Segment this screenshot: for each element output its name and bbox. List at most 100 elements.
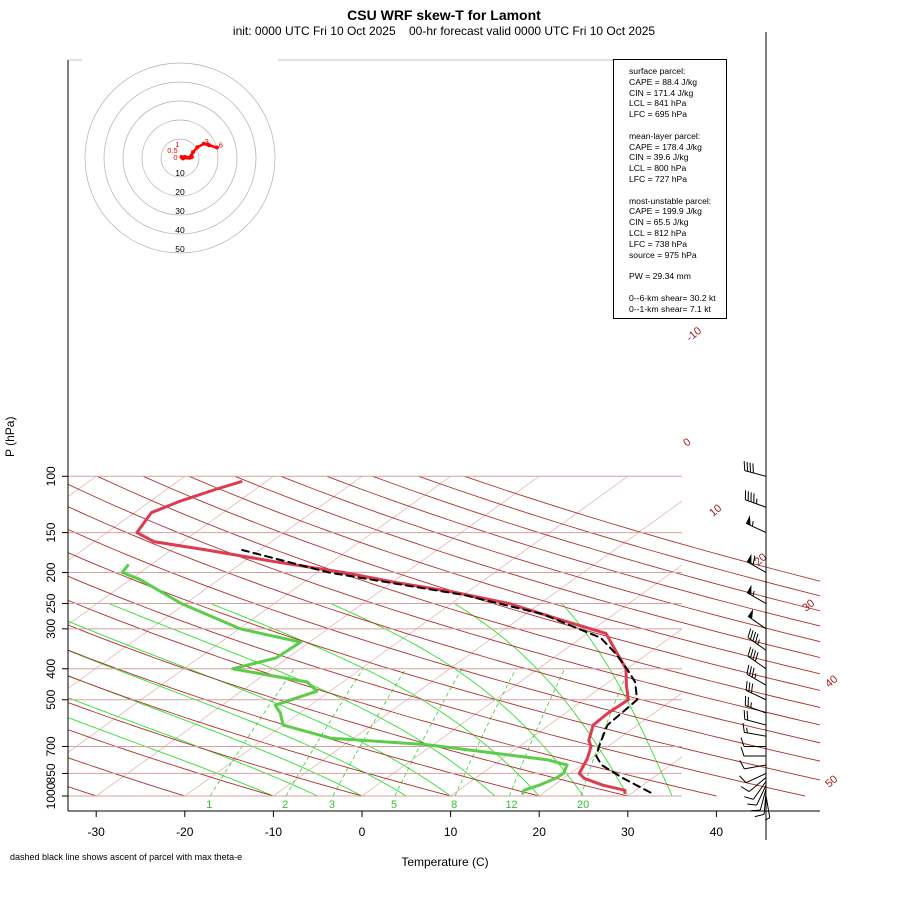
moist-adiabat-line <box>210 603 540 796</box>
dry-adiabat-line <box>68 483 820 726</box>
barb-feather <box>749 648 754 659</box>
parcel-ascent-line <box>241 549 652 794</box>
barb-shaft <box>744 731 767 737</box>
wind-barb <box>764 795 771 821</box>
hodograph-point <box>207 143 212 148</box>
chart-subtitle: init: 0000 UTC Fri 10 Oct 2025 00-hr for… <box>232 24 656 38</box>
mean-layer-cape: CAPE = 178.4 J/kg <box>629 141 702 152</box>
hodograph-point <box>190 150 195 155</box>
mixing-ratio-label: 8 <box>451 799 457 811</box>
dry-adiabat-line <box>372 475 820 612</box>
isotherm-line <box>68 475 363 689</box>
barb-shaft <box>745 772 767 784</box>
wind-barb <box>750 788 767 812</box>
barb-half-feather <box>751 521 754 527</box>
barb-feather <box>746 664 750 675</box>
wind-barb <box>744 695 767 714</box>
x-tick-label: 0 <box>359 825 366 839</box>
precipitable-water: PW = 29.34 mm <box>629 271 691 282</box>
moist-adiabat-line <box>68 620 451 796</box>
barb-shaft <box>745 522 767 534</box>
hodograph-ring-label: 30 <box>175 206 185 216</box>
y-tick-label: 400 <box>44 658 58 678</box>
wind-barb <box>747 646 767 670</box>
moist-adiabat-line <box>108 603 496 796</box>
hodograph: 10 20 30 40 50 00.51 3 6 <box>82 58 278 258</box>
wind-barb <box>754 792 767 818</box>
mean-layer-lcl: LCL = 800 hPa <box>629 163 687 174</box>
x-tick-label: 30 <box>621 825 635 839</box>
wind-barb <box>745 680 767 701</box>
hodograph-ring-label: 10 <box>175 168 185 178</box>
hodograph-ring-label: 20 <box>175 187 185 197</box>
moist-adiabat-line <box>68 675 363 796</box>
mixing-ratio-label: 12 <box>505 799 517 811</box>
surface-cape: CAPE = 88.4 J/kg <box>629 76 698 87</box>
moist-adiabat-line <box>68 649 407 796</box>
most-unstable-header: most-unstable parcel: <box>629 195 712 206</box>
hodograph-point <box>201 141 206 146</box>
moist-adiabat-line <box>68 717 274 796</box>
axes-layer: 1 2 3 5 8 12 20-100102030405010015020025030040… <box>44 59 840 839</box>
wind-barb <box>747 608 767 630</box>
dry-adiabat-line <box>234 475 820 659</box>
mixing-ratio-label: 5 <box>391 799 397 811</box>
barb-feather <box>751 667 755 678</box>
barb-shaft <box>759 788 767 811</box>
isotherm-line <box>450 628 682 796</box>
wind-barb <box>743 461 767 477</box>
wind-barb <box>739 760 767 770</box>
y-tick-label: 200 <box>44 562 58 582</box>
barb-half-feather <box>752 590 755 597</box>
x-axis-label: Temperature (C) <box>401 855 489 869</box>
isotherm-line <box>184 475 629 796</box>
x-tick-label: -30 <box>88 825 106 839</box>
barb-shaft <box>745 499 767 508</box>
wind-barb <box>747 628 767 651</box>
wind-barb <box>744 490 767 508</box>
moist-adiabat-line <box>68 697 318 796</box>
isotherm-label: 40 <box>823 673 840 690</box>
mixing-ratio-label: 3 <box>329 799 335 811</box>
mixing-ratio-line <box>285 668 364 796</box>
dry-adiabat-line <box>97 475 820 708</box>
wind-barb <box>744 781 767 800</box>
grid-layer <box>68 475 900 797</box>
isotherm-label: 30 <box>800 597 817 614</box>
barb-shaft <box>747 655 767 670</box>
barb-feather <box>749 666 752 676</box>
barb-shaft <box>746 673 767 686</box>
barb-feather <box>749 462 752 473</box>
isotherm-line <box>361 564 682 796</box>
barb-feather <box>752 631 757 642</box>
barb-half-feather <box>754 673 757 679</box>
hodograph-point <box>195 145 200 150</box>
wind-barb <box>740 777 767 793</box>
isotherm-label: -10 <box>684 325 704 344</box>
parcel-info-box: surface parcel: CAPE = 88.4 J/kg CIN = 1… <box>613 59 727 319</box>
wind-barb <box>742 722 767 737</box>
barb-feather <box>748 682 751 692</box>
hodograph-height-label: 6 <box>219 141 223 150</box>
barb-shaft <box>765 795 771 818</box>
wind-barb <box>740 737 766 747</box>
shear-0-1km: 0--1-km shear= 7.1 kt <box>629 303 711 314</box>
isotherm-label: 0 <box>681 436 693 449</box>
mixing-ratio-line <box>332 668 406 796</box>
barb-feather <box>744 796 754 800</box>
isotherm-line <box>68 475 451 753</box>
barb-shaft <box>748 777 767 792</box>
dry-adiabat-line <box>68 729 274 797</box>
barb-shaft <box>745 690 767 701</box>
wind-barb <box>743 709 767 726</box>
wind-barb <box>747 784 767 806</box>
chart-title: CSU WRF skew-T for Lamont <box>347 7 541 23</box>
wind-barb <box>739 772 767 784</box>
barb-feather <box>739 760 745 770</box>
hodograph-height-label: 1 <box>175 140 179 149</box>
wind-barb <box>746 664 767 686</box>
y-axis-label: P (hPa) <box>3 416 17 457</box>
isotherm-line <box>716 476 900 796</box>
y-tick-label: 300 <box>44 619 58 639</box>
isotherm-line <box>68 475 186 562</box>
